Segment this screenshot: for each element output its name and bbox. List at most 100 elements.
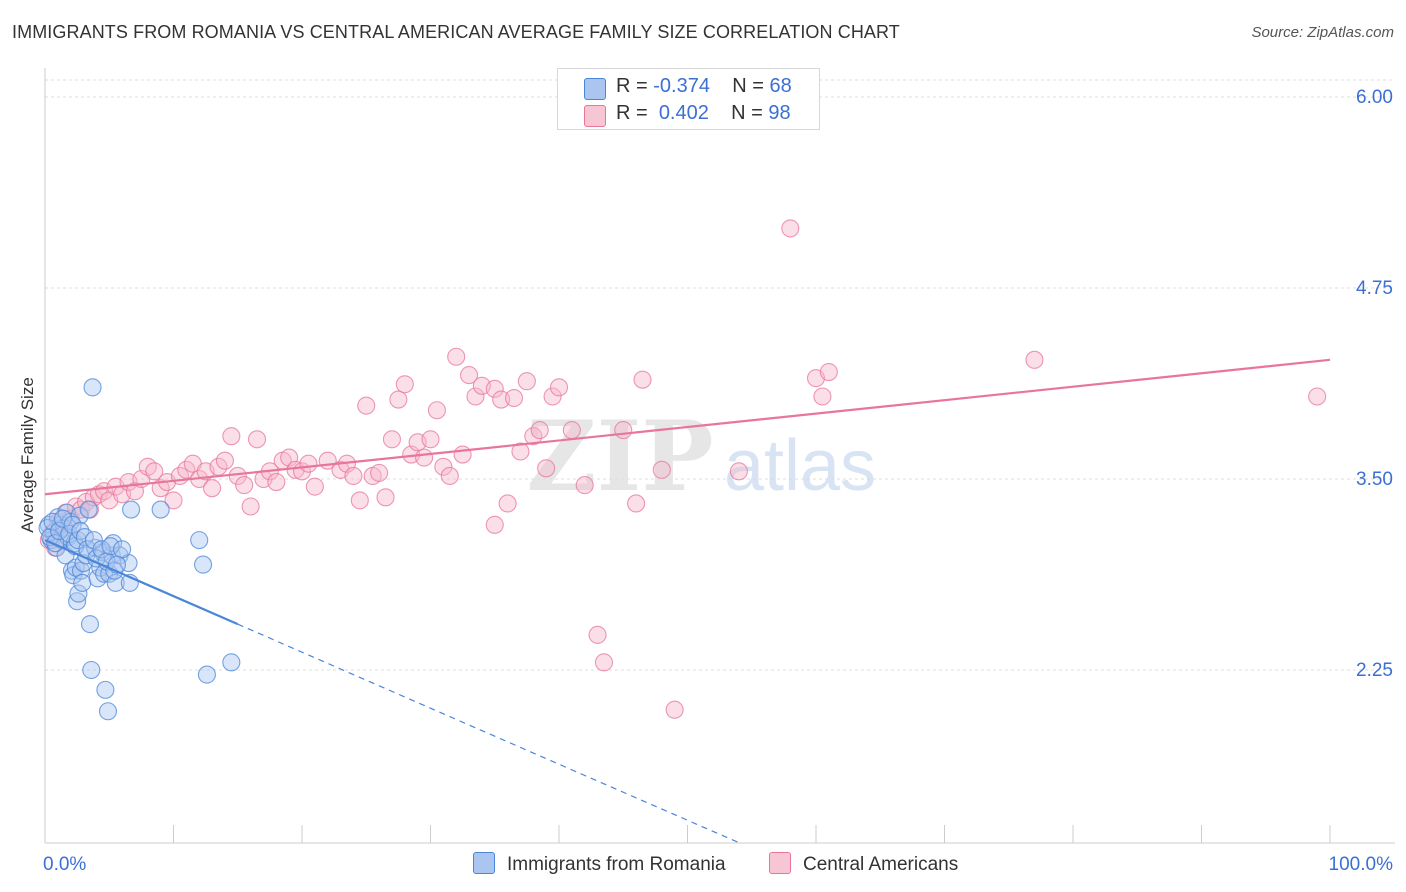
legend-n-label: N = — [731, 102, 769, 124]
legend-n-value-romania: 68 — [769, 75, 792, 97]
trend-lines — [44, 358, 1331, 844]
point-romania — [113, 540, 132, 559]
point-central — [813, 387, 832, 406]
legend-swatch-central — [584, 105, 606, 127]
y-tick-label: 3.50 — [1356, 469, 1393, 490]
bottom-legend-label-romania: Immigrants from Romania — [507, 854, 726, 875]
tick-labels: 2.25 3.50 4.75 6.00 0.0% 100.0% — [43, 87, 1393, 875]
point-central — [138, 457, 157, 476]
y-axis-label: Average Family Size — [18, 377, 37, 533]
point-central — [1025, 350, 1044, 369]
x-tick-label-end: 100.0% — [1329, 854, 1394, 875]
point-romania — [68, 592, 87, 611]
point-central — [466, 387, 485, 406]
point-central — [267, 473, 286, 492]
point-romania — [43, 512, 62, 531]
point-central — [530, 421, 549, 440]
point-romania — [82, 660, 101, 680]
point-central — [434, 457, 453, 476]
point-romania — [69, 584, 88, 603]
point-romania — [194, 555, 213, 574]
point-central — [652, 460, 671, 479]
chart-source: Source: ZipAtlas.com — [1251, 24, 1394, 41]
point-central — [215, 451, 234, 470]
point-romania — [73, 573, 92, 592]
point-romania — [122, 500, 141, 519]
point-central — [485, 379, 504, 398]
point-central — [485, 515, 504, 534]
point-romania — [190, 531, 209, 550]
bottom-legend-swatch-central — [769, 852, 791, 874]
point-romania — [96, 680, 115, 699]
legend-r-value-romania: -0.374 — [653, 75, 710, 97]
point-central — [440, 466, 459, 485]
point-central — [594, 653, 614, 672]
point-central — [633, 370, 652, 389]
point-central — [370, 463, 389, 482]
point-central — [575, 476, 594, 495]
point-central — [376, 488, 395, 507]
point-romania — [79, 500, 98, 519]
point-central — [537, 459, 556, 478]
point-central — [415, 448, 434, 467]
bottom-legend-label-central: Central Americans — [803, 854, 959, 875]
trend-line-romania-extension — [237, 623, 740, 844]
point-central — [299, 454, 318, 473]
point-central — [588, 625, 607, 644]
point-central — [235, 476, 254, 495]
point-romania — [88, 569, 107, 588]
point-central — [350, 491, 369, 510]
trend-line-romania — [44, 539, 239, 626]
point-romania — [197, 665, 216, 684]
point-central — [562, 421, 581, 440]
point-central — [453, 445, 472, 464]
y-tick-label: 2.25 — [1356, 660, 1393, 681]
point-romania — [53, 509, 73, 528]
point-central — [665, 700, 684, 719]
watermark-zip: ZIP — [526, 400, 713, 513]
point-central — [819, 362, 838, 382]
point-romania — [98, 702, 118, 721]
series-immigrants-from-romania — [38, 378, 241, 721]
axes — [44, 68, 1395, 844]
bottom-legend-romania: Immigrants from Romania — [473, 852, 726, 876]
point-central — [357, 396, 376, 415]
legend-r-label: R = — [616, 75, 654, 97]
point-central — [543, 387, 562, 406]
point-romania — [101, 537, 120, 556]
legend-swatch-romania — [584, 78, 606, 100]
watermark: ZIP atlas — [526, 400, 876, 513]
point-central — [1308, 387, 1327, 406]
point-central — [344, 466, 363, 485]
point-central — [382, 430, 402, 449]
point-romania — [83, 378, 102, 397]
point-central — [247, 430, 267, 449]
point-central — [203, 479, 222, 498]
point-central — [427, 401, 446, 420]
legend-r-label: R = — [616, 102, 654, 124]
point-central — [222, 427, 241, 446]
legend-n-value-central: 98 — [768, 102, 791, 124]
bottom-legend-swatch-romania — [473, 852, 495, 874]
point-central — [498, 494, 517, 513]
point-romania — [151, 500, 170, 519]
point-central — [459, 366, 479, 385]
trend-line-central — [44, 358, 1331, 496]
point-romania — [222, 653, 241, 672]
point-central — [421, 430, 440, 449]
legend-n-label: N = — [732, 75, 770, 97]
bottom-legend-central: Central Americans — [769, 852, 958, 876]
point-central — [145, 462, 164, 481]
watermark-atlas: atlas — [724, 426, 876, 506]
point-central — [511, 442, 530, 461]
point-romania — [80, 615, 100, 634]
point-central — [389, 390, 408, 409]
chart-title: IMMIGRANTS FROM ROMANIA VS CENTRAL AMERI… — [12, 22, 900, 42]
point-central — [729, 462, 748, 481]
point-central — [549, 378, 569, 397]
point-central — [614, 421, 633, 440]
y-tick-label: 4.75 — [1356, 278, 1393, 299]
point-romania — [84, 531, 103, 550]
point-central — [395, 375, 414, 394]
point-central — [517, 372, 536, 391]
